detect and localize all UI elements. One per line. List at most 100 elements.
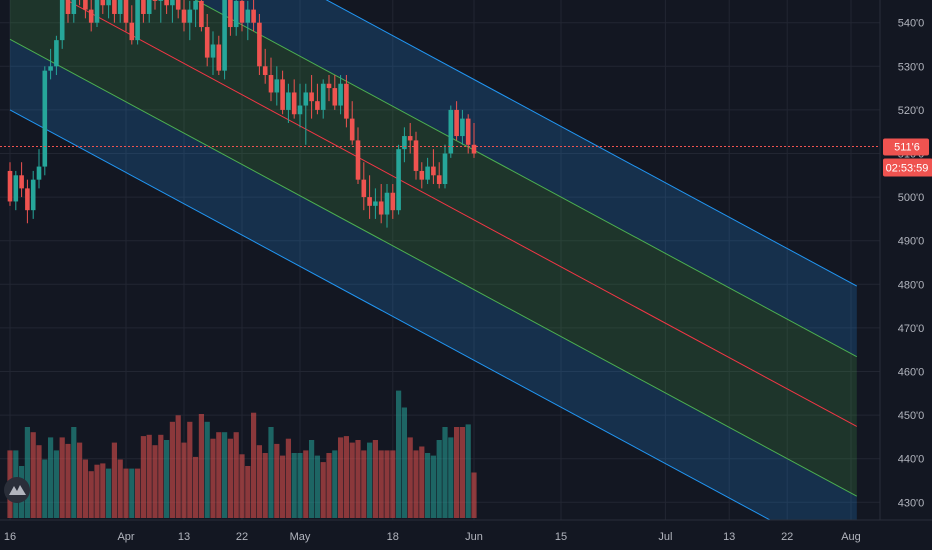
candle: [413, 131, 419, 180]
volume-bars: [7, 390, 477, 518]
candle: [199, 0, 204, 32]
candle: [7, 162, 13, 206]
price-axis-bg: [880, 0, 932, 550]
volume-bar: [285, 438, 291, 518]
candle-body: [117, 0, 123, 14]
volume-bar: [396, 390, 402, 518]
candle-body: [48, 66, 53, 71]
price-axis[interactable]: 430'0 440'0 450'0 460'0 470'0 480'0 490'0 500'0…: [879, 0, 932, 550]
candle: [326, 75, 332, 102]
candle-body: [112, 0, 117, 14]
volume-bar: [448, 437, 454, 518]
candle: [471, 122, 477, 158]
candle-body: [193, 0, 198, 10]
volume-bar: [320, 462, 326, 518]
grid-lines: [0, 0, 880, 520]
volume-bar: [198, 414, 204, 518]
volume-bar: [146, 434, 152, 518]
candle-body: [431, 166, 436, 176]
channel-center-line: [65, 0, 858, 427]
candle: [164, 0, 169, 14]
channel-inner-lower-line: [9, 38, 858, 497]
candle-body: [373, 201, 378, 206]
candle-body: [442, 153, 448, 185]
candle-body: [129, 22, 135, 41]
candle: [274, 66, 280, 106]
candle: [355, 127, 361, 185]
candle: [378, 184, 384, 224]
candle-body: [251, 9, 256, 23]
time-tick-label: 22: [781, 531, 793, 543]
candle: [146, 0, 152, 23]
volume-bar: [326, 453, 332, 518]
candle-body: [216, 44, 222, 71]
time-tick-label: Jun: [465, 531, 483, 543]
candle: [268, 57, 274, 102]
candle-body: [135, 0, 140, 41]
candle-body: [13, 175, 19, 202]
candle-body: [454, 109, 459, 137]
candles: [7, 0, 477, 228]
last-price-label: 511'6: [894, 142, 920, 154]
time-tick-label: Jul: [658, 531, 672, 543]
volume-bar: [338, 437, 344, 518]
candle: [407, 122, 413, 154]
candle: [129, 5, 135, 45]
candle: [454, 101, 459, 141]
candle-body: [361, 179, 367, 198]
volume-bar: [245, 466, 251, 518]
candle-body: [274, 79, 280, 93]
time-tick-label: 15: [555, 531, 567, 543]
candle-body: [164, 0, 169, 6]
candle: [425, 157, 430, 185]
price-tick-label: 480'0: [898, 279, 925, 291]
volume-bar: [53, 450, 59, 518]
tradingview-logo-icon[interactable]: [4, 477, 30, 503]
volume-bar: [378, 450, 384, 518]
time-tick-label: 18: [387, 531, 399, 543]
volume-bar: [140, 436, 146, 518]
volume-bar: [361, 450, 367, 518]
candle-body: [257, 22, 262, 67]
candle: [344, 75, 349, 128]
candle-body: [326, 83, 332, 89]
volume-bar: [77, 442, 83, 518]
candle: [158, 0, 164, 23]
candle-body: [65, 0, 71, 14]
volume-bar: [233, 432, 239, 518]
candle-body: [146, 0, 152, 14]
volume-bar: [291, 453, 297, 518]
volume-bar: [204, 421, 210, 518]
volume-bar: [430, 455, 436, 518]
candle: [65, 0, 71, 23]
candle-body: [471, 144, 477, 154]
volume-bar: [343, 436, 349, 518]
candle: [216, 35, 222, 76]
candle: [436, 162, 442, 189]
volume-bar: [239, 454, 245, 518]
candle: [175, 0, 181, 19]
price-tick-label: 490'0: [898, 236, 925, 248]
price-tick-label: 500'0: [898, 192, 925, 204]
price-tick-label: 530'0: [898, 61, 925, 73]
candle: [309, 75, 314, 119]
candle-body: [332, 88, 338, 106]
candle: [396, 144, 401, 215]
volume-bar: [152, 445, 158, 518]
candle-body: [349, 118, 355, 141]
candle-body: [367, 197, 372, 206]
candle: [36, 149, 42, 189]
candle: [187, 0, 193, 41]
channel-outer-upper-line: [325, 0, 858, 287]
channel-inner-upper-line: [194, 0, 858, 358]
candle: [367, 175, 372, 219]
volume-bar: [413, 450, 419, 518]
candle: [25, 179, 30, 224]
volume-bar: [187, 421, 193, 518]
volume-bar: [123, 468, 129, 518]
time-axis[interactable]: 16 Apr 13 22 May 18 Jun 15 Jul 13 22 Aug: [0, 519, 932, 550]
candle-body: [268, 75, 274, 93]
candle-body: [233, 0, 239, 28]
volume-bar: [175, 415, 181, 518]
